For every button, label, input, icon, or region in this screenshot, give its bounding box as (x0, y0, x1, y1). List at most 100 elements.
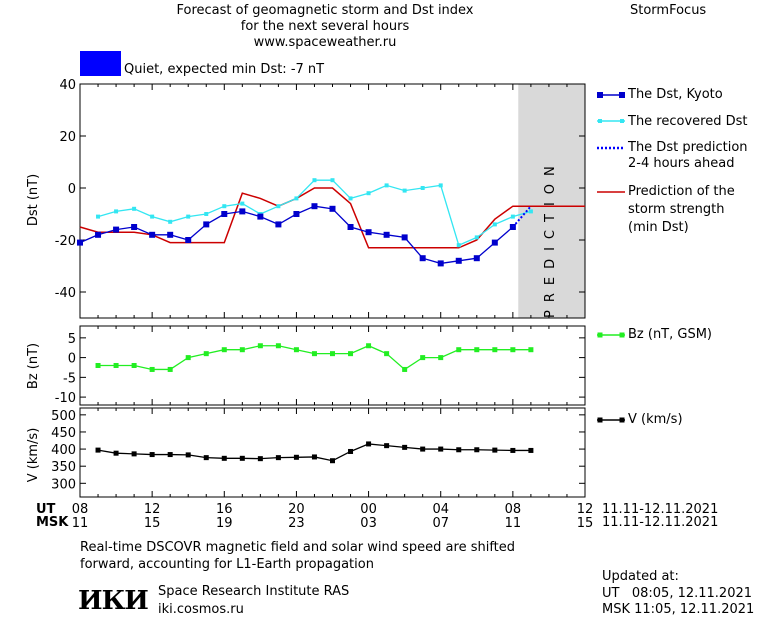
ut-tick-label: 12 (577, 502, 594, 517)
msk-date-range: 11.11-12.11.2021 (602, 515, 719, 530)
legend-dst-recovered-swatch-marker (598, 119, 602, 123)
the-dst-kyoto-point (167, 231, 174, 238)
msk-tick-label: 07 (432, 516, 449, 531)
updated-ut: UT 08:05, 12.11.2021 (602, 586, 753, 601)
site-url[interactable]: www.spaceweather.ru (253, 35, 397, 50)
bz-ytick-label: -10 (55, 391, 76, 406)
the-recovered-dst-point (204, 212, 209, 216)
ut-tick-label: 08 (505, 502, 522, 517)
the-dst-kyoto-point (203, 221, 210, 228)
v-km-s-point (149, 452, 155, 458)
bz-ytick-label: 0 (68, 352, 76, 367)
brand-title: StormFocus (630, 3, 707, 18)
v-km-s-point (113, 450, 119, 456)
v-km-s-point (528, 447, 534, 453)
legend-dst-prediction-line1: The Dst prediction (628, 140, 748, 155)
dst-ytick-label: -40 (55, 286, 76, 301)
the-dst-kyoto-point (437, 260, 444, 267)
v-ytick-label: 400 (51, 443, 76, 458)
the-dst-kyoto-point (329, 205, 336, 212)
bz-nt-gsm-point (438, 355, 444, 361)
the-recovered-dst-point (510, 214, 515, 219)
v-km-s-point (293, 454, 299, 460)
ut-tick-label: 20 (288, 502, 305, 517)
legend-bz: Bz (nT, GSM) (628, 327, 713, 342)
chart-title-line1: Forecast of geomagnetic storm and Dst in… (176, 3, 474, 18)
the-recovered-dst-point (150, 214, 155, 219)
v-km-s-point (95, 447, 101, 453)
footnote-line1: Real-time DSCOVR magnetic field and sola… (80, 540, 516, 555)
legend-bz-swatch-marker (597, 332, 603, 338)
the-dst-kyoto-point (455, 257, 462, 264)
institute-site[interactable]: iki.cosmos.ru (158, 602, 244, 617)
bz-panel-frame (79, 325, 586, 406)
msk-tick-label: 23 (288, 516, 305, 531)
v-km-s-point (311, 454, 317, 460)
v-km-s-point (167, 452, 173, 458)
v-km-s-point (330, 458, 335, 464)
the-dst-kyoto-point (419, 255, 426, 262)
v-km-s-point (257, 456, 263, 462)
bz-nt-gsm-point (131, 363, 137, 368)
msk-tick-label: 15 (577, 516, 594, 531)
bz-nt-gsm-point (456, 347, 462, 353)
bz-nt-gsm-point (311, 351, 317, 357)
ut-tick-label: 08 (72, 502, 89, 517)
v-km-s-point (275, 455, 281, 461)
bz-nt-gsm-point (528, 347, 534, 353)
the-dst-kyoto-point (347, 224, 354, 230)
chart-title-line2: for the next several hours (240, 19, 410, 34)
bz-nt-gsm-point (239, 347, 245, 353)
v-panel-frame (79, 407, 586, 498)
v-km-s-point (131, 451, 137, 457)
footnote-line2: forward, accounting for L1-Earth propaga… (80, 557, 374, 572)
the-recovered-dst-point (528, 209, 533, 214)
the-recovered-dst-point (294, 196, 299, 201)
the-dst-kyoto-point (293, 211, 300, 217)
bz-nt-gsm-point (185, 355, 191, 361)
legend-dst-recovered-swatch-marker (620, 119, 624, 123)
bz-nt-gsm-point (366, 343, 372, 349)
v-km-s-point (366, 441, 372, 447)
bz-nt-gsm-point (402, 366, 408, 372)
ut-tick-label: 04 (432, 502, 449, 517)
the-recovered-dst-point (402, 188, 407, 193)
v-km-s-point (456, 447, 462, 453)
the-dst-kyoto-point (275, 221, 282, 228)
the-dst-kyoto-point (383, 231, 390, 238)
msk-tick-label: 11 (505, 516, 522, 531)
v-km-s-point (420, 446, 426, 452)
the-recovered-dst-point (456, 243, 461, 248)
legend-v: V (km/s) (628, 412, 683, 427)
the-dst-kyoto-point (239, 208, 246, 215)
legend-v-swatch-marker (619, 417, 625, 423)
legend-storm-line2: storm strength (628, 202, 725, 217)
msk-label: MSK (36, 515, 69, 530)
v-km-s-point (203, 455, 209, 461)
the-recovered-dst-point (96, 214, 101, 219)
status-text: Quiet, expected min Dst: -7 nT (124, 62, 325, 77)
dst-ytick-label: 40 (59, 78, 76, 93)
v-km-s-point (185, 452, 191, 458)
iki-logo: ИКИ (78, 586, 149, 616)
the-recovered-dst-point (330, 178, 335, 183)
the-recovered-dst-point (312, 178, 317, 183)
status-swatch (80, 51, 121, 76)
bz-nt-gsm-point (348, 351, 354, 357)
bz-ytick-label: 5 (68, 332, 76, 347)
dst-ytick-label: 0 (68, 182, 76, 197)
legend-dst-recovered: The recovered Dst (628, 114, 748, 129)
updated-label: Updated at: (602, 569, 679, 584)
the-dst-prediction-2-4-hours-ahead-line (512, 205, 532, 228)
legend-dst-kyoto-swatch-marker (619, 92, 625, 98)
bz-nt-gsm-point (510, 347, 516, 353)
bz-nt-gsm-point (167, 366, 173, 372)
v-km-s-point (384, 443, 390, 449)
v-km-s-point (221, 455, 227, 461)
bz-axis-label: Bz (nT) (26, 343, 41, 389)
prediction-band (518, 84, 585, 318)
the-recovered-dst-point (420, 186, 425, 190)
bz-nt-gsm-point (221, 347, 227, 353)
bz-nt-gsm-point (474, 347, 480, 353)
v-ytick-label: 500 (51, 409, 76, 424)
